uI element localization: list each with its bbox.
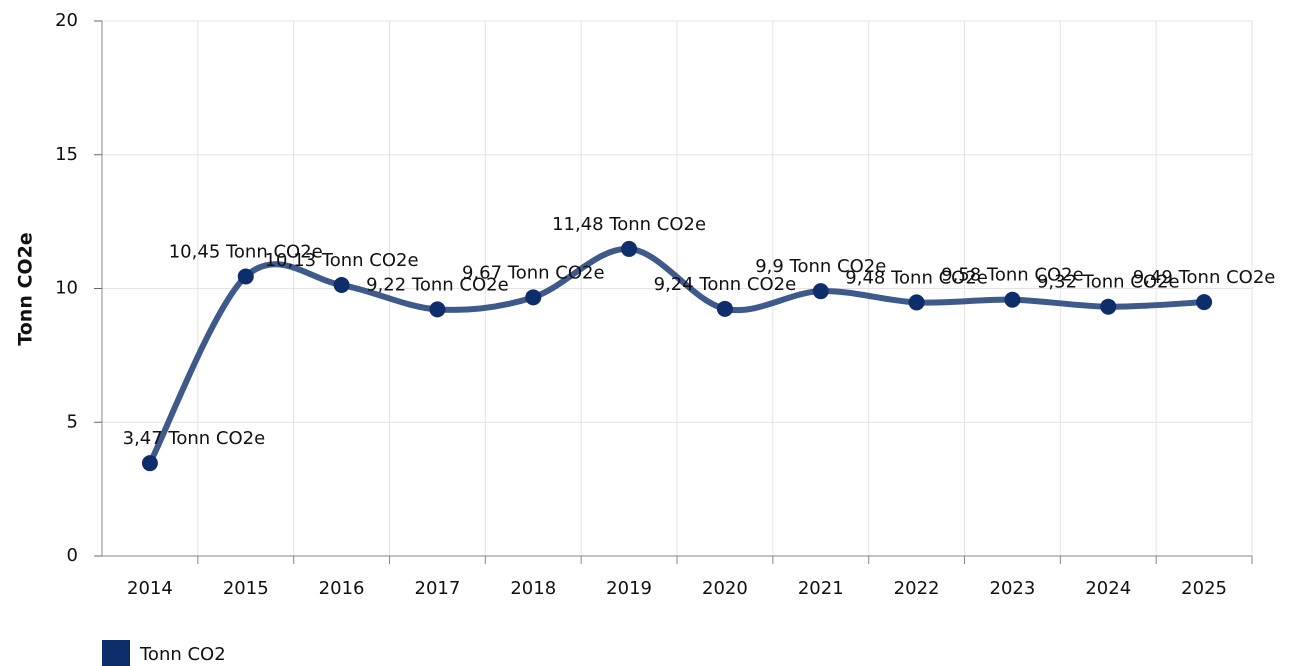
x-tick-label: 2025 xyxy=(1181,578,1227,599)
y-tick-label: 20 xyxy=(55,10,78,31)
data-label: 9,24 Tonn CO2e xyxy=(654,274,797,295)
data-label: 10,45 Tonn CO2e xyxy=(169,241,323,262)
data-point xyxy=(812,283,829,300)
data-point xyxy=(908,294,925,311)
data-label: 9,58 Tonn CO2e xyxy=(941,265,1084,286)
x-tick-label: 2014 xyxy=(127,578,173,599)
data-point xyxy=(1196,294,1213,311)
data-point xyxy=(621,240,638,257)
data-label: 11,48 Tonn CO2e xyxy=(552,214,706,235)
x-tick-label: 2024 xyxy=(1085,578,1131,599)
y-axis-title: Tonn CO2e xyxy=(15,232,37,345)
data-label: 9,32 Tonn CO2e xyxy=(1037,272,1180,293)
data-label: 9,22 Tonn CO2e xyxy=(366,274,509,295)
x-tick-label: 2020 xyxy=(702,578,748,599)
data-label: 10,13 Tonn CO2e xyxy=(265,250,419,271)
legend-swatch xyxy=(102,640,130,666)
data-point xyxy=(141,455,158,472)
data-label: 9,67 Tonn CO2e xyxy=(462,262,605,283)
data-point xyxy=(525,289,542,306)
data-point xyxy=(716,300,733,317)
data-point xyxy=(429,301,446,318)
data-label: 9,49 Tonn CO2e xyxy=(1133,267,1276,288)
data-point xyxy=(333,277,350,294)
data-point xyxy=(1100,298,1117,315)
y-tick-label: 10 xyxy=(55,278,78,299)
data-label: 9,48 Tonn CO2e xyxy=(845,267,988,288)
x-tick-label: 2018 xyxy=(510,578,556,599)
y-tick-label: 5 xyxy=(67,411,78,432)
x-tick-label: 2016 xyxy=(319,578,365,599)
x-tick-label: 2021 xyxy=(798,578,844,599)
data-label: 9,9 Tonn CO2e xyxy=(755,256,886,277)
x-tick-label: 2017 xyxy=(415,578,461,599)
data-label: 3,47 Tonn CO2e xyxy=(123,428,266,449)
x-tick-label: 2023 xyxy=(990,578,1036,599)
data-point xyxy=(1004,291,1021,308)
data-point xyxy=(237,268,254,285)
y-tick-label: 0 xyxy=(67,545,78,566)
x-tick-label: 2019 xyxy=(606,578,652,599)
x-tick-label: 2015 xyxy=(223,578,269,599)
legend-label: Tonn CO2 xyxy=(139,644,226,665)
x-tick-label: 2022 xyxy=(894,578,940,599)
y-tick-label: 15 xyxy=(55,144,78,165)
